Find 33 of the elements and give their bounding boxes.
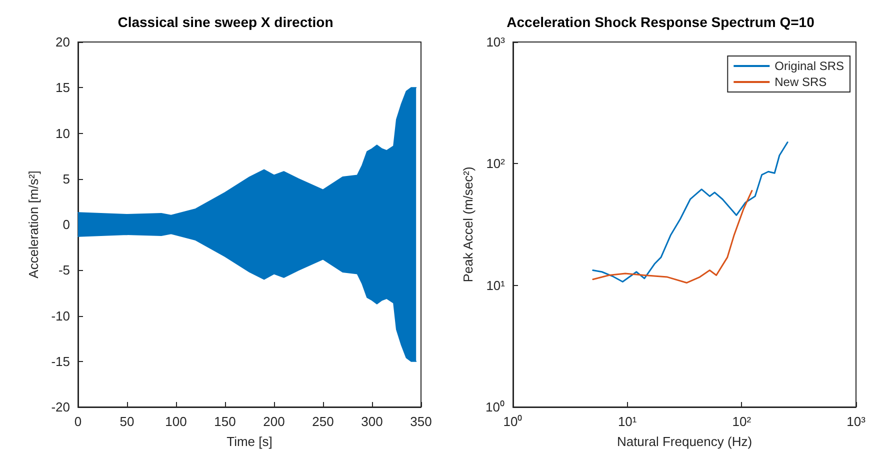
- x-tick-label: 10¹: [618, 414, 638, 429]
- y-tick-label: 10: [56, 126, 70, 141]
- chart-title: Classical sine sweep X direction: [118, 14, 334, 30]
- y-tick-label: -15: [51, 354, 70, 369]
- y-tick-label: 10¹: [486, 278, 506, 293]
- y-tick-label: 10⁰: [486, 400, 505, 414]
- x-tick-label: 300: [361, 414, 383, 429]
- chart-title: Acceleration Shock Response Spectrum Q=10: [506, 14, 815, 30]
- y-tick-label: 10³: [486, 34, 506, 50]
- x-tick-label: 10³: [846, 414, 866, 429]
- legend-label: Original SRS: [774, 59, 844, 73]
- legend-label: New SRS: [774, 75, 827, 89]
- y-tick-label: -20: [51, 400, 70, 414]
- x-tick-label: 100: [165, 414, 187, 429]
- y-tick-label: 10²: [486, 156, 506, 172]
- y-tick-label: 15: [56, 80, 70, 96]
- x-tick-label: 350: [410, 414, 432, 429]
- x-tick-label: 250: [312, 414, 334, 429]
- y-tick-label: -10: [51, 308, 70, 324]
- y-tick-label: 20: [56, 34, 70, 50]
- x-tick-label: 10²: [732, 414, 752, 429]
- x-tick-label: 150: [214, 414, 236, 429]
- y-axis-title: Acceleration [m/s²]: [26, 170, 41, 278]
- x-axis-title: Natural Frequency (Hz): [616, 434, 752, 449]
- x-tick-label: 0: [74, 414, 82, 429]
- y-tick-label: 0: [62, 217, 70, 232]
- x-tick-label: 200: [263, 414, 285, 429]
- x-tick-label: 10⁰: [503, 414, 523, 429]
- y-tick-label: -5: [58, 262, 70, 278]
- x-axis-title: Time [s]: [226, 434, 272, 449]
- x-tick-label: 50: [120, 414, 134, 429]
- y-axis-title: Peak Accel (m/sec²): [460, 166, 476, 282]
- y-tick-label: 5: [62, 171, 70, 186]
